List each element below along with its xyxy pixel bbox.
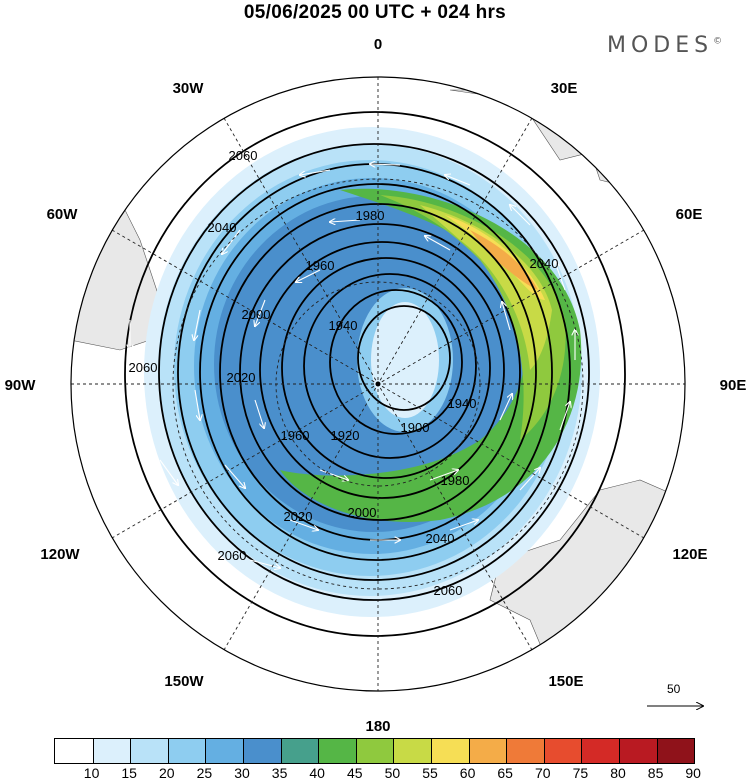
contour-label: 2060 [434,583,463,598]
colorbar-swatch [618,739,657,763]
brand-logo: MODES© [607,33,722,58]
contour-label: 2040 [208,220,237,235]
contour-label: 1980 [356,208,385,223]
colorbar-tick-label: 20 [159,765,175,781]
contour-label: 2000 [348,505,377,520]
polar-stereographic-map: 0 30E 60E 90E 120E 150E 180 150W 120W 90… [5,36,747,735]
contour-label: 2060 [229,148,258,163]
brand-name: MODES [607,33,714,58]
copyright-mark: © [713,36,723,47]
map-disk [71,77,685,691]
colorbar-tick-label: 15 [121,765,137,781]
lon-label-150e: 150E [548,673,583,690]
map-boundary [70,76,686,692]
colorbar-tick-label: 40 [309,765,325,781]
contour-label: 2040 [530,256,559,271]
contour-label: 1940 [448,396,477,411]
reference-vector-label: 50 [667,682,681,696]
colorbar-swatch [55,739,93,763]
contour-label: 1900 [401,420,430,435]
lon-label-150w: 150W [164,673,204,690]
contour-label: 1960 [306,258,335,273]
colorbar-tick-label: 70 [535,765,551,781]
contour-label: 2060 [218,548,247,563]
colorbar-swatch [543,739,582,763]
colorbar-swatch [506,739,544,763]
contour-label: 1940 [329,318,358,333]
wind-speed-shading [144,127,600,617]
colorbar-swatch [468,739,507,763]
colorbar-swatch [656,739,695,763]
lon-label-60e: 60E [676,206,703,223]
colorbar-tick-label: 10 [83,765,100,781]
contour-label: 2020 [227,370,256,385]
colorbar-tick-label: 25 [196,765,213,781]
lon-label-60w: 60W [47,206,79,223]
colorbar-tick-label: 45 [347,765,363,781]
colorbar-swatch [92,739,131,763]
colorbar-swatch [167,739,206,763]
pole-marker [375,381,381,387]
lon-label-30w: 30W [173,80,205,97]
colorbar-swatch [581,739,619,763]
lon-label-120e: 120E [672,546,707,563]
contour-labels: 2060 2040 2000 1980 1960 1940 2020 1900 … [129,148,559,598]
colorbar [54,738,696,764]
contour-label: 1920 [331,428,360,443]
contour-label: 2040 [426,531,455,546]
colorbar-swatch [393,739,431,763]
contour-label: 1960 [281,428,310,443]
contour-label: 2060 [129,360,158,375]
colorbar-tick-label: 75 [572,765,589,781]
longitude-labels: 0 30E 60E 90E 120E 150E 180 150W 120W 90… [5,36,747,735]
colorbar-tick-label: 65 [497,765,513,781]
colorbar-tick-label: 35 [271,765,288,781]
colorbar-swatch [355,739,394,763]
contour-label: 2020 [284,509,313,524]
colorbar-tick-label: 80 [610,765,626,781]
colorbar-tick-label: 50 [384,765,401,781]
colorbar-tick-label: 30 [234,765,250,781]
colorbar-swatch [318,739,356,763]
colorbar-tick-label: 55 [422,765,438,781]
lon-label-180: 180 [365,718,390,735]
colorbar-swatch [130,739,168,763]
contour-label: 1980 [441,473,470,488]
colorbar-tick-label: 85 [647,765,664,781]
lon-label-30e: 30E [551,80,578,97]
colorbar-swatch [205,739,243,763]
colorbar-swatch [242,739,281,763]
colorbar-swatch [430,739,469,763]
colorbar-tick-label: 60 [459,765,476,781]
lon-label-90e: 90E [720,377,747,394]
lon-label-90w: 90W [5,377,37,394]
contour-label: 2000 [242,307,271,322]
lon-label-120w: 120W [40,546,80,563]
colorbar-tick-label: 90 [685,765,701,781]
wind-vectors [130,164,575,568]
lon-label-0: 0 [374,36,382,53]
map-title: 05/06/2025 00 UTC + 024 hrs [243,2,507,23]
colorbar-swatch [280,739,319,763]
